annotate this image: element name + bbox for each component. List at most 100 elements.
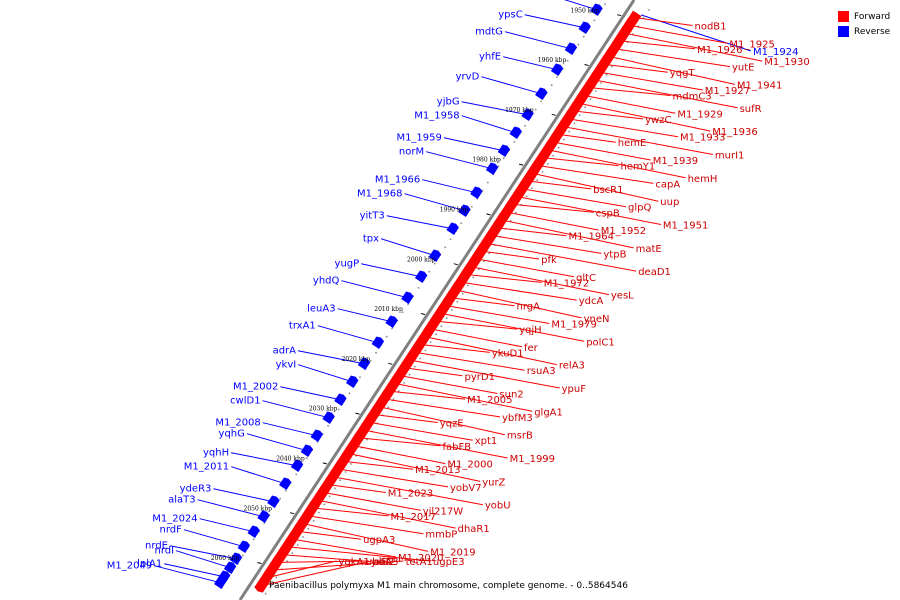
gene-label-yute: yutE [732,63,755,74]
reverse-gene-arrow [414,270,428,283]
gene-label-m1-2020: M1_2020 [398,553,443,564]
legend-forward-label: Forward [854,11,891,22]
reverse-gene-arrow [578,21,591,34]
leader-line [266,560,337,579]
leader-line [583,94,676,114]
gene-label-cspb: cspB [596,208,620,219]
tick-dot [451,309,453,311]
gene-label-m1-1926: M1_1926 [697,45,742,56]
reverse-gene-arrow [247,525,260,538]
tick-dot [552,154,555,157]
gene-label-nrde: nrdE [145,541,168,552]
gene-label-pfk: pfk [541,255,557,266]
leader-line [197,499,264,518]
gene-label-gltc: gltC [576,273,596,284]
leader-line [425,151,493,170]
leader-line [506,211,599,231]
leader-line [443,137,505,152]
tick-dot [242,554,244,557]
leader-line [361,263,422,278]
kbp-tick [551,113,556,116]
leader-line [317,325,378,344]
gene-label-ugpe3: ugpE3 [433,557,465,568]
gene-label-m1-1952: M1_1952 [601,226,646,237]
chromosome-axis [238,0,636,600]
kbp-label: 2040 kbp [276,456,305,463]
leader-line [578,102,711,132]
leader-line [598,71,703,91]
tick-dot [536,179,539,182]
kbp-label: 2010 kbp [374,306,403,313]
tick-dot [547,163,549,165]
gene-label-mdtg: mdtG [475,27,503,38]
leader-line [262,400,329,419]
leader-line [588,87,671,96]
forward-gene-arrow [254,578,269,593]
tick-dot [334,487,336,490]
tick-dot [525,195,528,198]
reverse-gene-arrow [300,444,314,457]
kbp-tick [518,163,524,166]
leader-line [404,193,465,212]
gene-label-yjl217w: yjl217W [423,506,464,517]
leader-line [481,250,540,260]
tick-dot [369,360,372,362]
gene-label-heme: hemE [618,138,647,149]
tick-dot [472,276,475,279]
kbp-label: 2000 kbp [407,256,436,263]
leader-line [404,367,463,377]
leader-line [348,452,481,482]
leader-line [298,364,353,383]
gene-label-yxia3: yxiA3 [371,557,399,568]
leader-line [435,320,518,330]
leader-line [297,350,365,365]
reverse-gene-arrow [509,126,522,139]
reverse-gene-arrow [334,393,347,406]
reverse-gene-arrow [237,540,251,553]
gene-label-abf2: abf2 [373,557,395,568]
tick-dot [385,335,388,338]
leader-line [261,560,372,587]
leader-line [455,289,582,319]
tick-dot [460,222,463,225]
tick-dot [307,527,310,530]
tick-dot [252,538,255,541]
tick-dot [344,471,347,473]
tick-dot [444,246,447,249]
gene-label-teta1: tetA1 [406,557,433,568]
gene-label-rsua3: rsuA3 [527,366,556,377]
gene-label-m1-2013: M1_2013 [415,465,460,476]
gene-label-m1-2023: M1_2023 [388,489,433,500]
leader-line [422,179,477,194]
leader-line [527,180,592,190]
kbp-tick [257,562,262,564]
gene-label-hemh: hemH [688,174,718,185]
reverse-gene-arrow [310,429,323,442]
kbp-tick [355,412,360,415]
leader-line [491,234,602,254]
tick-dot [350,463,352,465]
gene-label-ubie2: ubiE2 [366,557,394,568]
leader-line [386,215,453,230]
tick-dot [502,157,505,160]
leader-line [562,126,713,155]
leader-line [557,133,616,143]
leader-line [573,110,644,120]
gene-label-m1-1959: M1_1959 [396,133,441,144]
gene-label-m1-1964: M1_1964 [569,232,614,243]
gene-label-fabfb: fabFB [443,442,472,453]
leader-line [516,196,661,225]
reverse-gene-arrow [401,291,414,304]
reverse-gene-arrow [322,411,335,424]
kbp-tick [420,313,426,315]
leader-line [475,258,575,278]
gene-label-m1-2000: M1_2000 [447,460,492,471]
leader-line [634,17,693,26]
tick-dot [413,365,416,368]
leader-line [394,382,533,412]
reverse-gene-arrow [535,87,548,100]
tick-dot [445,317,448,319]
gene-label-nrdi: nrdI [155,546,175,557]
gene-label-uup: uup [660,197,679,208]
leader-line [440,312,585,342]
